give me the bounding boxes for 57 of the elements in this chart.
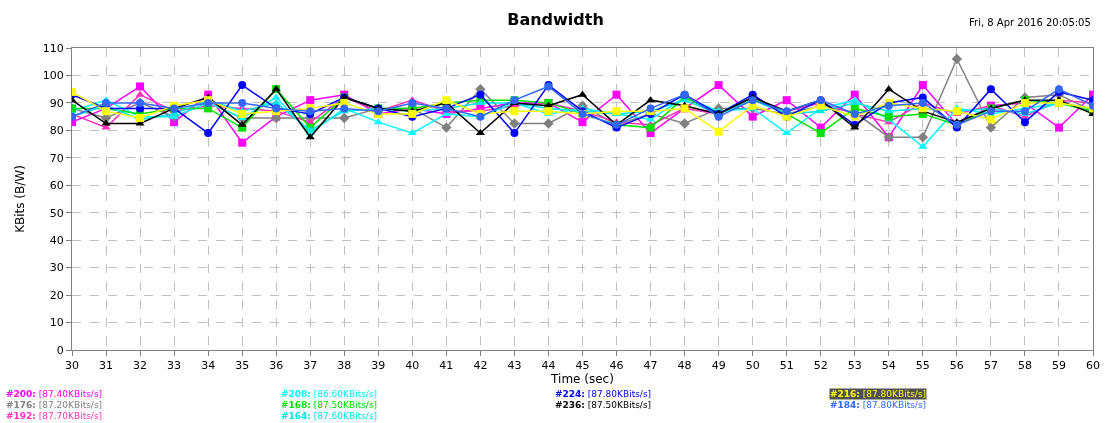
y-tick-label: 110 (42, 41, 64, 55)
x-tick-label: 33 (167, 359, 182, 373)
x-tick-label: 46 (609, 359, 624, 373)
x-tick-label: 57 (983, 359, 998, 373)
x-tick-label: 42 (473, 359, 488, 373)
x-tick-label: 39 (371, 359, 386, 373)
x-tick-label: 51 (779, 359, 794, 373)
x-tick-label: 49 (711, 359, 726, 373)
text: #200: [87.40KBits/s] (6, 389, 103, 399)
x-tick-label: 58 (1017, 359, 1032, 373)
y-tick-label: 20 (49, 288, 64, 302)
x-tick-label: 60 (1086, 359, 1100, 373)
x-tick-label: 36 (269, 359, 284, 373)
x-tick-label: 34 (201, 359, 216, 373)
x-tick-label: 45 (575, 359, 590, 373)
x-tick-label: 38 (337, 359, 352, 373)
y-tick-label: 80 (49, 124, 64, 138)
y-axis-title: KBits (B/W) (13, 165, 28, 233)
x-tick-label: 59 (1051, 359, 1066, 373)
x-tick-label: 40 (405, 359, 420, 373)
text: #224: [87.80KBits/s] (555, 389, 652, 399)
text: Fri, 8 Apr 2016 20:05:05 (969, 17, 1091, 28)
x-tick-label: 52 (813, 359, 828, 373)
text: #208: [86.60KBits/s] (281, 389, 378, 399)
x-tick-label: 53 (847, 359, 862, 373)
x-tick-label: 54 (881, 359, 896, 373)
y-tick-label: 70 (49, 151, 64, 165)
x-tick-label: 47 (643, 359, 658, 373)
text: #168: [87.50KBits/s] (281, 400, 378, 410)
text: #184: [87.80KBits/s] (830, 400, 927, 410)
x-tick-label: 37 (303, 359, 318, 373)
y-tick-label: 30 (49, 261, 64, 275)
x-tick-label: 50 (745, 359, 760, 373)
x-tick-label: 31 (99, 359, 114, 373)
y-tick-label: 90 (49, 96, 64, 110)
y-tick-label: 60 (49, 179, 64, 193)
text: #164: [87.60KBits/s] (281, 411, 378, 421)
text: #176: [87.20KBits/s] (6, 400, 103, 410)
x-tick-label: 43 (507, 359, 522, 373)
x-tick-label: 55 (915, 359, 930, 373)
text: #236: [87.50KBits/s] (555, 400, 652, 410)
x-tick-label: 35 (235, 359, 250, 373)
x-tick-label: 30 (65, 359, 79, 373)
y-tick-label: 50 (49, 206, 64, 220)
x-tick-label: 41 (439, 359, 454, 373)
x-tick-label: 44 (541, 359, 556, 373)
y-tick-label: 40 (49, 234, 64, 248)
text: #192: [87.70KBits/s] (6, 411, 103, 421)
chart-title: Bandwidth (507, 9, 604, 29)
y-tick-label: 10 (49, 316, 64, 330)
x-tick-label: 32 (133, 359, 148, 373)
x-axis-title: Time (sec) (550, 372, 614, 387)
x-tick-label: 48 (677, 359, 692, 373)
y-tick-label: 100 (42, 69, 64, 83)
text: #216: [87.80KBits/s] (830, 389, 927, 399)
x-tick-label: 56 (949, 359, 964, 373)
y-tick-label: 0 (56, 343, 64, 357)
